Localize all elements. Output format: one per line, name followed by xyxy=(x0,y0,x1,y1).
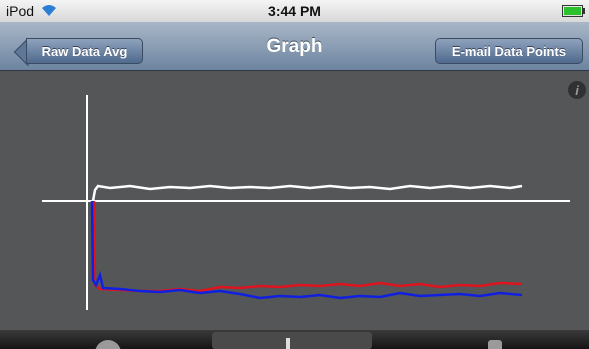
blue-line xyxy=(92,201,522,298)
tab-icon xyxy=(286,338,290,349)
page: iPod 3:44 PM Raw Data Avg Graph E-mail D… xyxy=(0,0,589,349)
screen: iPod 3:44 PM Raw Data Avg Graph E-mail D… xyxy=(0,0,589,349)
tab-bar xyxy=(0,330,589,349)
info-glyph: i xyxy=(575,83,579,98)
graph-drawing: i xyxy=(0,0,589,349)
tab-icon[interactable] xyxy=(95,340,121,349)
tab-selected[interactable] xyxy=(212,332,372,349)
red-line xyxy=(94,201,522,291)
white-line xyxy=(93,186,522,201)
tab-icon[interactable] xyxy=(488,340,502,349)
